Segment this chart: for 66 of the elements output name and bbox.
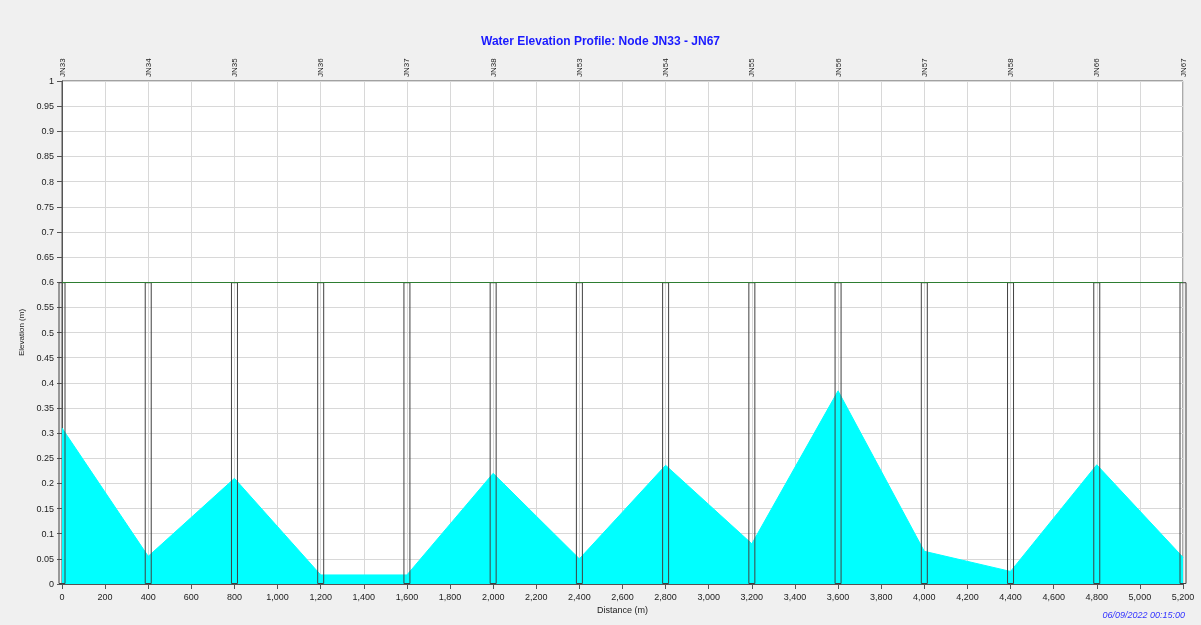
- text: JN66: [1092, 57, 1102, 77]
- y-tick-label: 0.35: [36, 402, 54, 413]
- y-axis-title: Elevation (m): [17, 308, 27, 357]
- x-tick-label: 3,800: [869, 591, 893, 602]
- x-tick-label: 2,800: [654, 591, 677, 602]
- x-tick-label: 2,000: [481, 591, 505, 602]
- x-tick-label: 1,600: [395, 591, 419, 602]
- text: JN67: [1178, 57, 1188, 77]
- y-tick-label: 0.75: [36, 201, 54, 212]
- x-tick-label: 1,400: [352, 591, 376, 602]
- text: JN55: [747, 57, 757, 77]
- x-tick-label: 2,400: [568, 591, 591, 602]
- y-tick-label: 0.4: [41, 377, 54, 388]
- x-tick-label: 4,800: [1085, 591, 1109, 602]
- y-tick-label: 0.05: [36, 553, 54, 564]
- x-tick-label: 2,200: [525, 591, 548, 602]
- y-tick-label: 0.2: [41, 478, 54, 489]
- y-tick-label: 0.6: [41, 277, 54, 288]
- y-tick-label: 0.9: [41, 126, 54, 137]
- text: JN54: [661, 57, 671, 77]
- x-tick-label: 800: [226, 591, 242, 602]
- chart-title: Water Elevation Profile: Node JN33 - JN67: [481, 34, 721, 48]
- text: JN58: [1006, 57, 1016, 77]
- text: JN33: [57, 57, 67, 77]
- text: JN38: [488, 57, 498, 77]
- y-tick-label: 0.55: [36, 302, 54, 313]
- x-tick-label: 3,000: [697, 591, 720, 602]
- y-tick-label: 0.8: [41, 176, 54, 187]
- y-tick-label: 0.7: [41, 226, 54, 237]
- x-tick-label: 200: [97, 591, 113, 602]
- text: JN37: [402, 57, 412, 77]
- x-tick-label: 4,000: [913, 591, 936, 602]
- y-tick-label: 0.95: [36, 101, 54, 112]
- text: JN53: [574, 57, 584, 77]
- x-tick-label: 1,800: [438, 591, 462, 602]
- x-tick-label: 3,200: [740, 591, 764, 602]
- text: JN34: [143, 57, 153, 77]
- text: JN35: [229, 57, 239, 77]
- text: 06/09/2022 00:15:00: [1102, 609, 1185, 620]
- y-tick-label: 0.85: [36, 151, 54, 162]
- y-tick-label: 0.5: [41, 327, 54, 338]
- x-tick-label: 0: [59, 591, 65, 602]
- text: JN57: [919, 57, 929, 77]
- x-tick-label: 2,600: [611, 591, 634, 602]
- y-tick-label: 0.15: [36, 503, 54, 514]
- x-tick-label: 400: [140, 591, 156, 602]
- x-tick-label: 4,200: [956, 591, 979, 602]
- y-tick-label: 0.25: [36, 453, 54, 464]
- text: JN56: [833, 57, 843, 77]
- x-tick-label: 4,400: [999, 591, 1022, 602]
- y-tick-label: 0.45: [36, 352, 54, 363]
- x-tick-label: 1,000: [266, 591, 289, 602]
- x-tick-label: 3,600: [826, 591, 850, 602]
- x-axis-title: Distance (m): [596, 605, 649, 616]
- x-tick-label: 600: [183, 591, 199, 602]
- x-tick-label: 3,400: [783, 591, 807, 602]
- y-tick-label: 0: [48, 579, 54, 589]
- y-tick-label: 1: [48, 76, 54, 86]
- text: JN36: [316, 57, 326, 77]
- x-tick-label: 1,200: [309, 591, 332, 602]
- y-tick-label: 0.65: [36, 252, 54, 263]
- y-tick-label: 0.3: [41, 428, 54, 439]
- x-tick-label: 5,000: [1128, 591, 1152, 602]
- y-tick-label: 0.1: [41, 528, 54, 539]
- x-tick-label: 4,600: [1042, 591, 1065, 602]
- x-tick-label: 5,200: [1171, 591, 1195, 602]
